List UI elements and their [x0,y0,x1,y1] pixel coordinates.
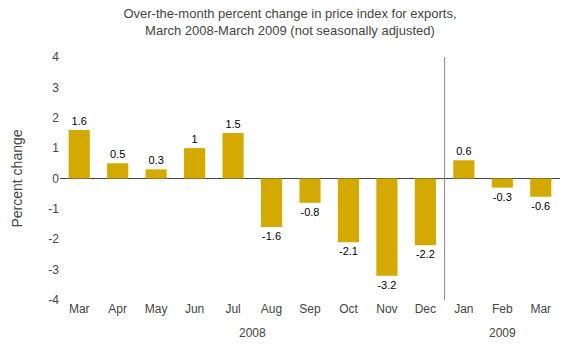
svg-text:Sep: Sep [299,302,321,316]
svg-text:Dec: Dec [415,302,436,316]
svg-text:0.6: 0.6 [456,145,471,157]
svg-text:Percent change: Percent change [9,129,25,227]
svg-text:1.6: 1.6 [72,115,87,127]
svg-text:-2.2: -2.2 [416,248,435,260]
svg-text:-3.2: -3.2 [377,279,396,291]
svg-text:2008: 2008 [239,326,266,340]
svg-text:-0.3: -0.3 [493,191,512,203]
svg-text:3: 3 [52,81,59,95]
svg-text:Oct: Oct [339,302,358,316]
svg-text:0.3: 0.3 [149,154,164,166]
svg-text:Aug: Aug [261,302,282,316]
svg-text:May: May [145,302,168,316]
svg-text:0.5: 0.5 [110,148,125,160]
svg-text:-1: -1 [48,202,59,216]
svg-text:-1.6: -1.6 [262,230,281,242]
svg-text:-3: -3 [48,263,59,277]
svg-text:-2: -2 [48,232,59,246]
svg-text:1: 1 [192,133,198,145]
svg-text:-0.6: -0.6 [531,200,550,212]
svg-text:-2.1: -2.1 [339,245,358,257]
svg-text:Jul: Jul [225,302,240,316]
svg-text:2: 2 [52,111,59,125]
svg-text:Apr: Apr [108,302,127,316]
svg-text:1: 1 [52,141,59,155]
svg-text:Mar: Mar [530,302,551,316]
svg-text:Jun: Jun [185,302,204,316]
svg-text:4: 4 [52,50,59,64]
svg-text:Feb: Feb [492,302,513,316]
svg-text:Nov: Nov [376,302,397,316]
svg-text:-0.8: -0.8 [301,206,320,218]
svg-text:1.5: 1.5 [225,118,240,130]
svg-text:Over-the-month percent change: Over-the-month percent change in price i… [123,6,456,38]
svg-text:Mar: Mar [69,302,90,316]
svg-text:0: 0 [52,172,59,186]
svg-text:Jan: Jan [454,302,473,316]
svg-text:2009: 2009 [489,326,516,340]
svg-text:-4: -4 [48,293,59,307]
